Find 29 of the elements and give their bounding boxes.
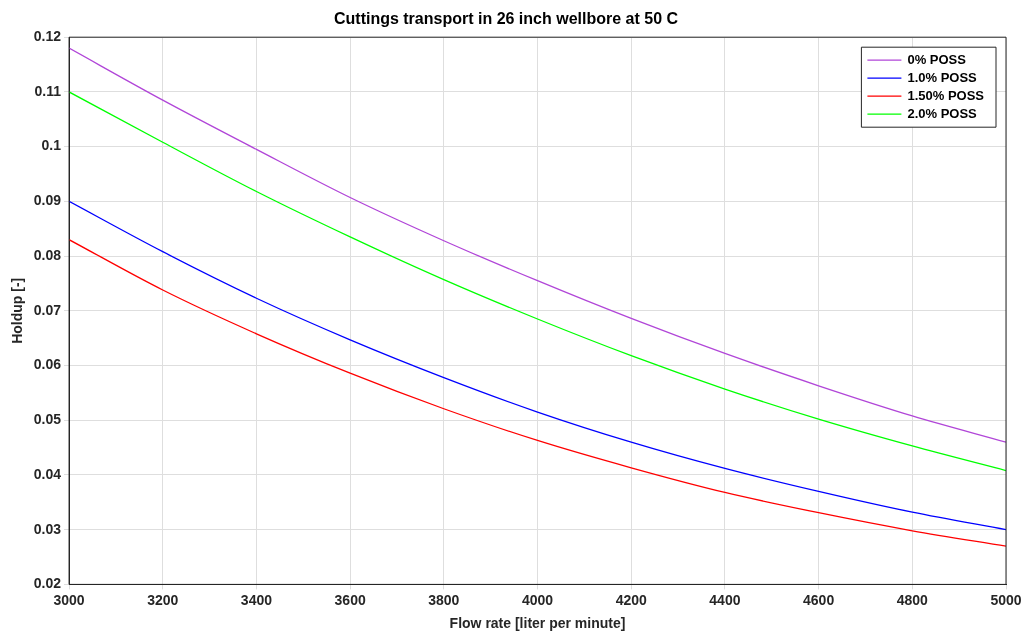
y-tick-label: 0.09 [33, 192, 62, 209]
x-tick-label: 3200 [147, 591, 179, 608]
x-tick-label: 4200 [615, 591, 647, 608]
x-tick-label: 3400 [240, 591, 273, 608]
y-tick-label: 0.08 [33, 246, 62, 263]
x-tick-label: 3000 [53, 591, 85, 608]
y-tick-label: 0.04 [33, 465, 62, 482]
x-axis-title: Flow rate [liter per minute] [449, 615, 626, 632]
chart-title: Cuttings transport in 26 inch wellbore at 50 C [333, 10, 679, 28]
x-tick-label: 4000 [521, 591, 554, 608]
y-tick-label: 0.05 [33, 411, 62, 428]
x-tick-label: 4600 [803, 591, 835, 608]
legend-label: 1.50% POSS [907, 87, 985, 103]
x-tick-label: 3600 [334, 591, 366, 608]
y-tick-label: 0.06 [33, 356, 62, 373]
y-tick-label: 0.07 [33, 301, 62, 318]
x-tick-label: 3800 [428, 591, 460, 608]
legend-label: 1.0% POSS [907, 69, 978, 85]
y-tick-label: 0.12 [33, 28, 62, 45]
y-tick-label: 0.02 [33, 575, 62, 592]
y-axis-title: Holdup [-] [9, 277, 26, 344]
y-tick-label: 0.11 [34, 82, 62, 99]
legend-label: 2.0% POSS [907, 105, 978, 121]
y-tick-label: 0.1 [41, 137, 62, 154]
y-tick-label: 0.03 [33, 520, 62, 537]
x-tick-label: 4400 [709, 591, 741, 608]
legend-label: 0% POSS [907, 51, 967, 67]
x-tick-label: 5000 [990, 591, 1022, 608]
x-tick-label: 4800 [896, 591, 929, 608]
